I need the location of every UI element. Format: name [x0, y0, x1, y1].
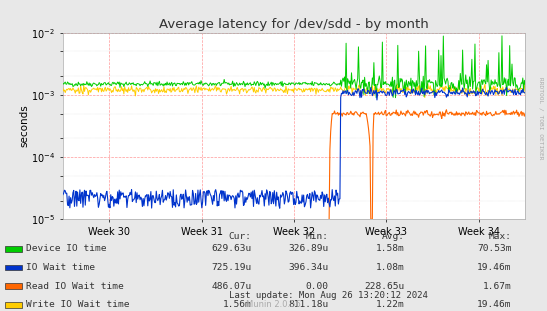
Text: Cur:: Cur:: [229, 232, 252, 241]
Text: 70.53m: 70.53m: [477, 244, 511, 253]
Text: Write IO Wait time: Write IO Wait time: [26, 300, 130, 309]
Y-axis label: seconds: seconds: [20, 104, 30, 147]
Text: Device IO time: Device IO time: [26, 244, 107, 253]
Text: RRDTOOL / TOBI OETIKER: RRDTOOL / TOBI OETIKER: [538, 77, 543, 160]
Text: 0.00: 0.00: [305, 282, 328, 290]
Text: 629.63u: 629.63u: [211, 244, 252, 253]
Text: 19.46m: 19.46m: [477, 263, 511, 272]
Text: 228.65u: 228.65u: [364, 282, 405, 290]
Text: IO Wait time: IO Wait time: [26, 263, 95, 272]
Title: Average latency for /dev/sdd - by month: Average latency for /dev/sdd - by month: [159, 18, 429, 31]
Text: Munin 2.0.56: Munin 2.0.56: [246, 300, 301, 309]
Text: 1.08m: 1.08m: [376, 263, 405, 272]
Text: 396.34u: 396.34u: [288, 263, 328, 272]
Text: 725.19u: 725.19u: [211, 263, 252, 272]
Text: 326.89u: 326.89u: [288, 244, 328, 253]
Text: 19.46m: 19.46m: [477, 300, 511, 309]
Text: 1.58m: 1.58m: [376, 244, 405, 253]
Text: Last update: Mon Aug 26 13:20:12 2024: Last update: Mon Aug 26 13:20:12 2024: [229, 291, 428, 300]
Text: Max:: Max:: [488, 232, 511, 241]
Text: 486.07u: 486.07u: [211, 282, 252, 290]
Text: 811.18u: 811.18u: [288, 300, 328, 309]
Text: Read IO Wait time: Read IO Wait time: [26, 282, 124, 290]
Text: Avg:: Avg:: [382, 232, 405, 241]
Text: 1.22m: 1.22m: [376, 300, 405, 309]
Text: 1.56m: 1.56m: [223, 300, 252, 309]
Text: 1.67m: 1.67m: [482, 282, 511, 290]
Text: Min:: Min:: [305, 232, 328, 241]
